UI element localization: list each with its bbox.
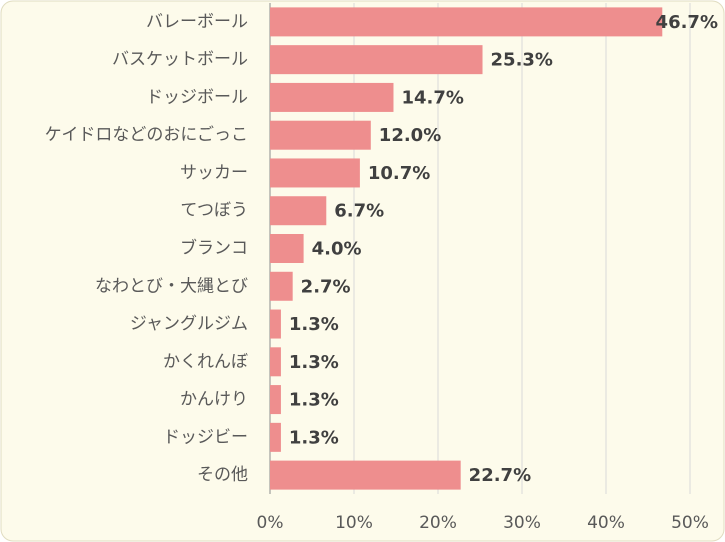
bar xyxy=(270,309,281,339)
value-label: 14.7% xyxy=(401,87,463,108)
y-tick-label: かくれんぼ xyxy=(163,352,248,372)
value-label: 1.3% xyxy=(289,427,339,448)
bar xyxy=(270,234,304,263)
bar xyxy=(270,460,461,490)
y-tick-label: バスケットボール xyxy=(112,50,248,70)
x-tick-label: 40% xyxy=(587,513,625,533)
value-label: 10.7% xyxy=(368,163,430,184)
value-label: 12.0% xyxy=(379,125,441,146)
bar xyxy=(270,422,281,452)
value-label: 2.7% xyxy=(301,276,351,297)
y-tick-label: かんけり xyxy=(180,390,248,410)
x-tick-label: 20% xyxy=(419,513,457,533)
x-tick-label: 30% xyxy=(503,513,541,533)
value-label: 1.3% xyxy=(289,352,339,373)
bar xyxy=(270,82,394,112)
bar xyxy=(270,271,293,301)
bar xyxy=(270,45,483,75)
bar xyxy=(270,196,327,226)
y-tick-label: その他 xyxy=(197,465,248,485)
y-tick-label: てつぼう xyxy=(180,201,248,221)
value-label: 46.7% xyxy=(656,12,718,33)
value-label: 6.7% xyxy=(334,201,384,222)
y-tick-label: ブランコ xyxy=(180,238,248,259)
y-tick-label: バレーボール xyxy=(146,12,248,32)
y-tick-label: サッカー xyxy=(180,163,248,183)
value-label: 1.3% xyxy=(289,314,339,335)
value-label: 25.3% xyxy=(491,50,553,71)
bar xyxy=(270,385,281,415)
bar xyxy=(270,7,663,37)
value-label: 4.0% xyxy=(312,239,362,260)
value-label: 22.7% xyxy=(469,465,531,486)
bar xyxy=(270,158,360,188)
x-tick-label: 50% xyxy=(671,513,709,533)
y-tick-label: ドッジビー xyxy=(163,427,248,447)
value-label: 1.3% xyxy=(289,390,339,411)
y-tick-label: なわとび・大縄とび xyxy=(95,276,248,296)
x-tick-label: 0% xyxy=(257,513,284,533)
y-tick-label: ドッジボール xyxy=(146,87,248,107)
bar xyxy=(270,347,281,377)
bar xyxy=(270,120,371,150)
y-tick-label: ケイドロなどのおにごっこ xyxy=(45,125,248,145)
x-tick-label: 10% xyxy=(335,513,373,533)
y-tick-label: ジャングルジム xyxy=(130,314,248,334)
